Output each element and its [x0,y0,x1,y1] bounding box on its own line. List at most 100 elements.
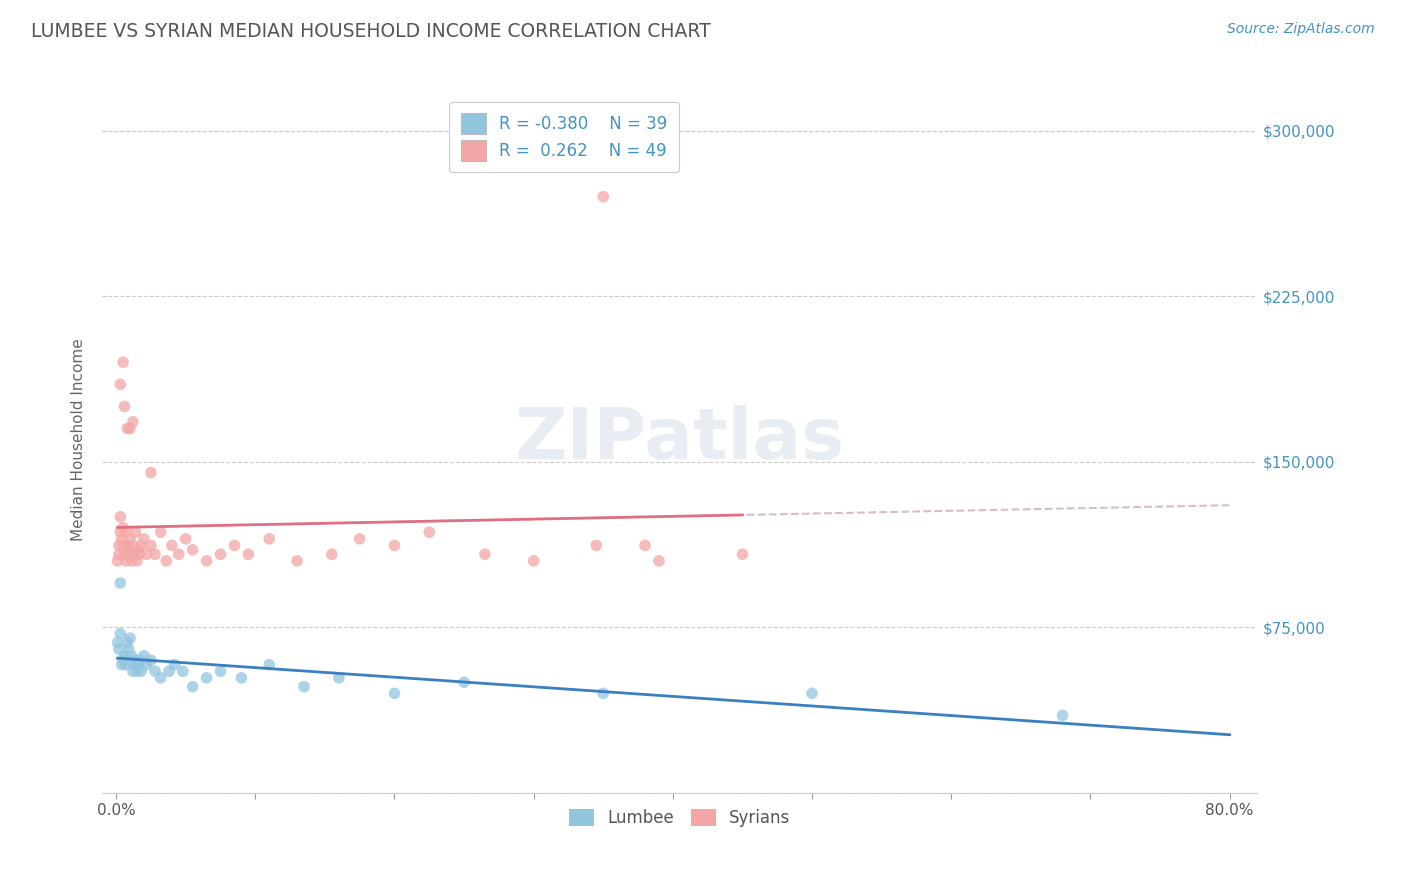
Point [139,653,162,667]
Legend: Lumbee, Syrians: Lumbee, Syrians [562,802,797,834]
Point [107,635,129,649]
Point [453,675,475,690]
Point [111,532,134,546]
Point [112,355,135,369]
Point [118,547,141,561]
Point [121,415,143,429]
Point [118,642,141,657]
Point [118,532,141,546]
Point [384,686,406,700]
Point [195,671,218,685]
Point [115,554,138,568]
Point [135,657,157,672]
Point [418,525,440,540]
Text: Source: ZipAtlas.com: Source: ZipAtlas.com [1227,22,1375,37]
Point [117,635,139,649]
Point [118,631,141,645]
Point [107,554,129,568]
Point [384,538,406,552]
Point [585,538,607,552]
Point [110,626,132,640]
Point [143,547,166,561]
Point [143,665,166,679]
Point [110,576,132,591]
Point [124,653,146,667]
Point [238,547,260,561]
Point [634,538,657,552]
Y-axis label: Median Household Income: Median Household Income [72,338,86,541]
Point [231,671,253,685]
Point [592,190,614,204]
Point [135,547,157,561]
Point [112,521,135,535]
Point [110,509,132,524]
Point [121,538,143,552]
Point [129,665,152,679]
Point [731,547,754,561]
Point [108,642,131,657]
Point [285,554,308,568]
Point [128,653,150,667]
Point [117,421,139,435]
Point [1052,708,1074,723]
Point [155,554,177,568]
Point [132,648,155,663]
Point [321,547,343,561]
Point [209,547,232,561]
Point [195,554,218,568]
Point [127,542,149,557]
Point [209,665,232,679]
Point [224,538,246,552]
Point [174,532,197,546]
Point [648,554,671,568]
Point [115,525,138,540]
Point [121,665,143,679]
Point [328,671,350,685]
Point [181,680,204,694]
Point [120,648,142,663]
Point [120,554,142,568]
Point [292,680,315,694]
Point [167,547,190,561]
Point [108,547,131,561]
Point [132,532,155,546]
Point [125,665,148,679]
Point [112,538,135,552]
Point [114,648,136,663]
Point [139,466,162,480]
Point [117,538,139,552]
Point [172,665,194,679]
Point [149,525,172,540]
Point [114,547,136,561]
Point [110,525,132,540]
Point [118,542,141,557]
Point [114,400,136,414]
Point [139,538,162,552]
Point [592,686,614,700]
Point [127,657,149,672]
Text: ZIPatlas: ZIPatlas [515,405,845,474]
Point [108,538,131,552]
Point [112,653,135,667]
Point [129,538,152,552]
Point [349,532,371,546]
Point [128,547,150,561]
Point [149,671,172,685]
Point [257,532,280,546]
Point [118,421,141,435]
Point [181,542,204,557]
Text: LUMBEE VS SYRIAN MEDIAN HOUSEHOLD INCOME CORRELATION CHART: LUMBEE VS SYRIAN MEDIAN HOUSEHOLD INCOME… [31,22,710,41]
Point [157,665,180,679]
Point [801,686,824,700]
Point [124,525,146,540]
Point [257,657,280,672]
Point [474,547,496,561]
Point [122,657,145,672]
Point [115,657,138,672]
Point [523,554,546,568]
Point [160,538,183,552]
Point [163,657,186,672]
Point [122,547,145,561]
Point [125,554,148,568]
Point [110,377,132,392]
